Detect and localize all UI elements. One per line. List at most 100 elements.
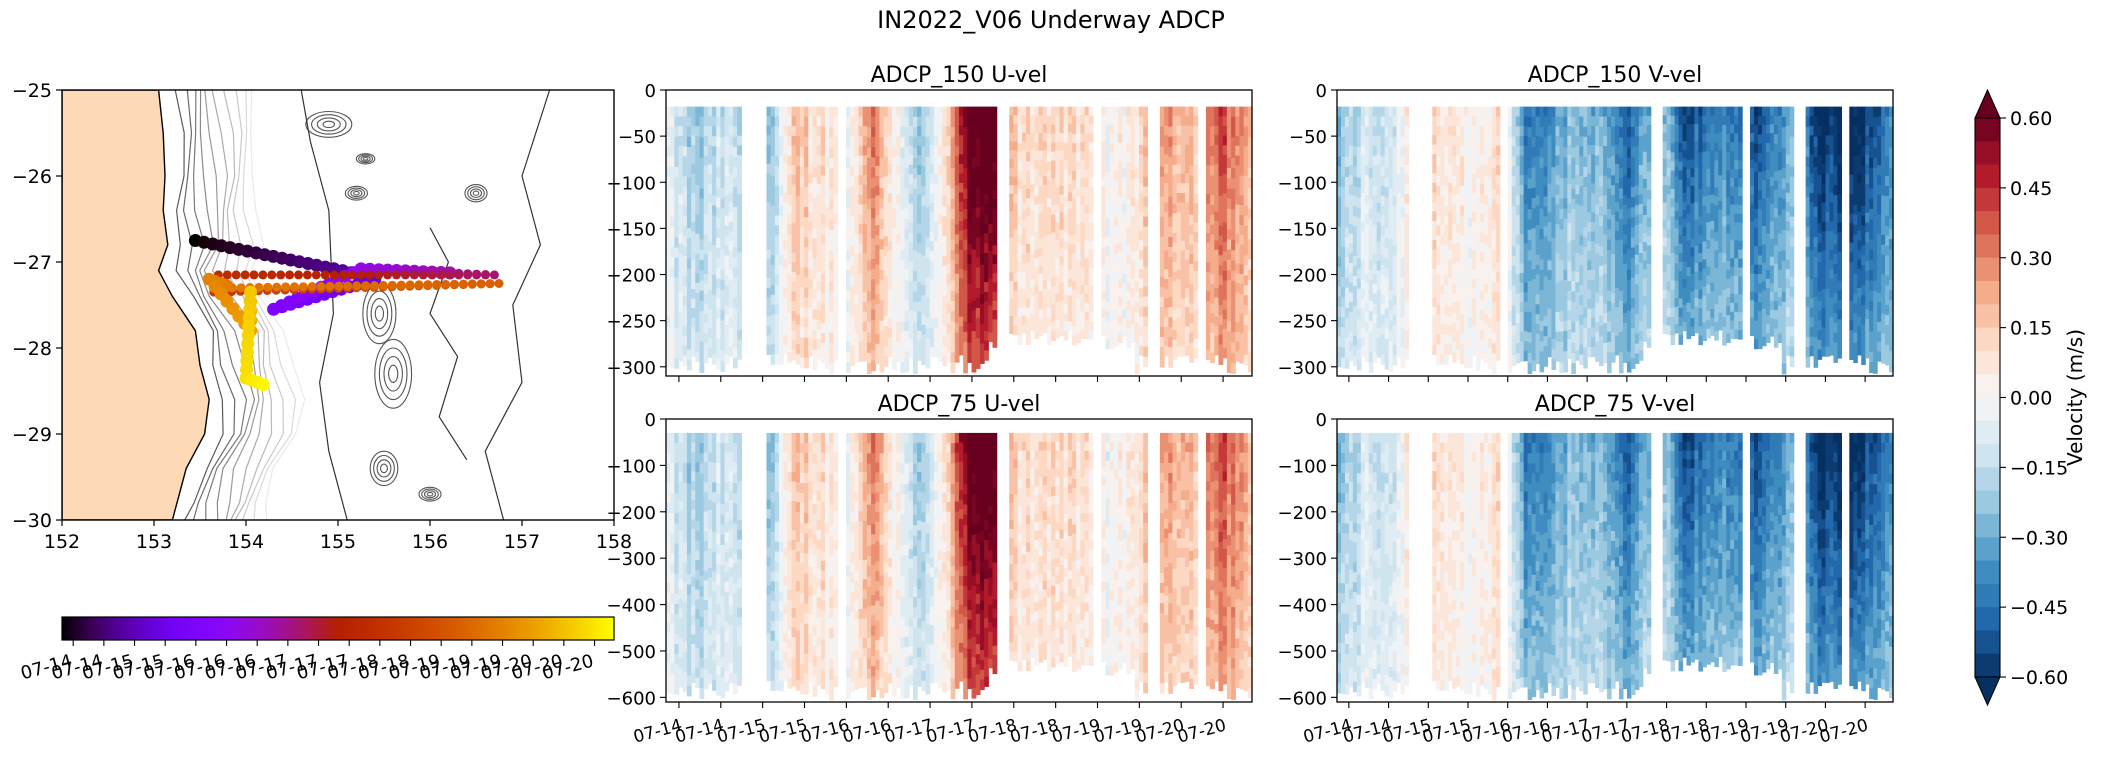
map-y-tick-label: −30 xyxy=(12,510,52,532)
velocity-cell xyxy=(1535,235,1541,246)
velocity-cell xyxy=(1507,311,1513,322)
velocity-cell xyxy=(858,126,864,137)
velocity-cell xyxy=(1101,229,1107,240)
velocity-cell xyxy=(1134,240,1140,252)
velocity-cell xyxy=(1009,115,1015,125)
velocity-cell xyxy=(1555,165,1560,176)
velocity-cell xyxy=(766,259,772,270)
velocity-cell xyxy=(1587,164,1592,175)
velocity-cell xyxy=(1364,273,1370,284)
velocity-cell xyxy=(1076,142,1081,153)
velocity-cell xyxy=(1551,258,1557,269)
velocity-cell xyxy=(1084,160,1090,170)
velocity-cell xyxy=(946,323,952,334)
velocity-cell xyxy=(732,186,738,198)
velocity-cell xyxy=(1172,232,1178,244)
velocity-cell xyxy=(732,166,738,178)
velocity-cell xyxy=(728,164,734,175)
velocity-cell xyxy=(799,307,805,318)
velocity-cell xyxy=(716,146,722,158)
velocity-cell xyxy=(829,250,835,262)
velocity-cell xyxy=(921,304,927,316)
velocity-cell xyxy=(1356,167,1362,179)
velocity-cell xyxy=(791,194,797,205)
velocity-cell xyxy=(666,306,671,318)
velocity-cell xyxy=(1476,278,1481,290)
velocity-cell xyxy=(1527,240,1533,251)
velocity-cell xyxy=(1384,177,1390,188)
velocity-cell xyxy=(992,328,998,339)
velocity-cell xyxy=(1460,334,1465,345)
velocity-cell xyxy=(1076,324,1081,334)
velocity-cell xyxy=(720,330,726,342)
velocity-cell xyxy=(1013,150,1019,160)
velocity-cell xyxy=(766,230,772,241)
velocity-cell xyxy=(716,157,722,168)
velocity-cell xyxy=(896,204,901,215)
velocity-cell xyxy=(720,361,726,373)
track-point xyxy=(334,281,344,291)
velocity-cell xyxy=(1547,346,1553,358)
velocity-cell xyxy=(1226,167,1232,179)
velocity-cell xyxy=(892,298,897,310)
velocity-cell xyxy=(1448,125,1453,136)
velocity-cell xyxy=(1575,126,1580,137)
velocity-cell xyxy=(682,156,688,167)
velocity-cell xyxy=(1189,155,1194,167)
velocity-cell xyxy=(812,329,818,341)
velocity-cell xyxy=(917,321,922,332)
seamount-contour xyxy=(322,120,336,129)
velocity-cell xyxy=(1372,195,1378,206)
velocity-cell xyxy=(1352,295,1358,307)
velocity-cell xyxy=(1559,341,1564,353)
velocity-cell xyxy=(674,207,680,218)
velocity-cell xyxy=(1210,352,1215,364)
velocity-cell xyxy=(1247,269,1253,281)
velocity-cell xyxy=(1231,116,1236,128)
velocity-cell xyxy=(1218,255,1224,266)
track-point xyxy=(294,270,303,280)
velocity-cell xyxy=(812,238,818,250)
velocity-cell xyxy=(921,255,927,266)
velocity-cell xyxy=(1214,288,1220,299)
velocity-cell xyxy=(1222,222,1228,233)
velocity-cell xyxy=(712,146,717,157)
velocity-cell xyxy=(1567,261,1572,272)
velocity-cell xyxy=(1432,278,1437,289)
velocity-cell xyxy=(791,349,797,361)
velocity-cell xyxy=(992,263,998,274)
velocity-cell xyxy=(879,198,885,210)
velocity-cell xyxy=(1444,304,1449,316)
velocity-cell xyxy=(833,116,839,127)
velocity-cell xyxy=(795,106,801,118)
velocity-cell xyxy=(686,298,692,310)
velocity-cell xyxy=(1205,116,1211,127)
velocity-cell xyxy=(904,116,910,128)
velocity-cell xyxy=(1340,327,1346,338)
velocity-cell xyxy=(1172,184,1178,195)
velocity-cell xyxy=(787,224,793,235)
velocity-cell xyxy=(695,302,701,313)
velocity-cell xyxy=(1491,188,1497,200)
velocity-cell xyxy=(1214,345,1220,356)
velocity-cell xyxy=(883,236,889,247)
velocity-cell xyxy=(912,342,918,354)
velocity-cell xyxy=(929,202,935,214)
velocity-cell xyxy=(967,352,973,363)
velocity-cell xyxy=(1507,331,1513,343)
velocity-cell xyxy=(1376,347,1382,358)
velocity-cell xyxy=(1337,336,1342,348)
velocity-cell xyxy=(804,116,809,128)
velocity-cell xyxy=(963,188,968,200)
velocity-cell xyxy=(854,155,860,167)
velocity-cell xyxy=(979,165,985,177)
velocity-cell xyxy=(795,175,801,187)
velocity-cell xyxy=(984,155,989,166)
track-point xyxy=(281,282,291,292)
velocity-cell xyxy=(892,167,897,178)
velocity-cell xyxy=(1531,269,1537,280)
velocity-cell xyxy=(1392,126,1398,137)
velocity-cell xyxy=(979,294,985,305)
velocity-cell xyxy=(1551,278,1557,290)
velocity-cell xyxy=(674,267,680,279)
